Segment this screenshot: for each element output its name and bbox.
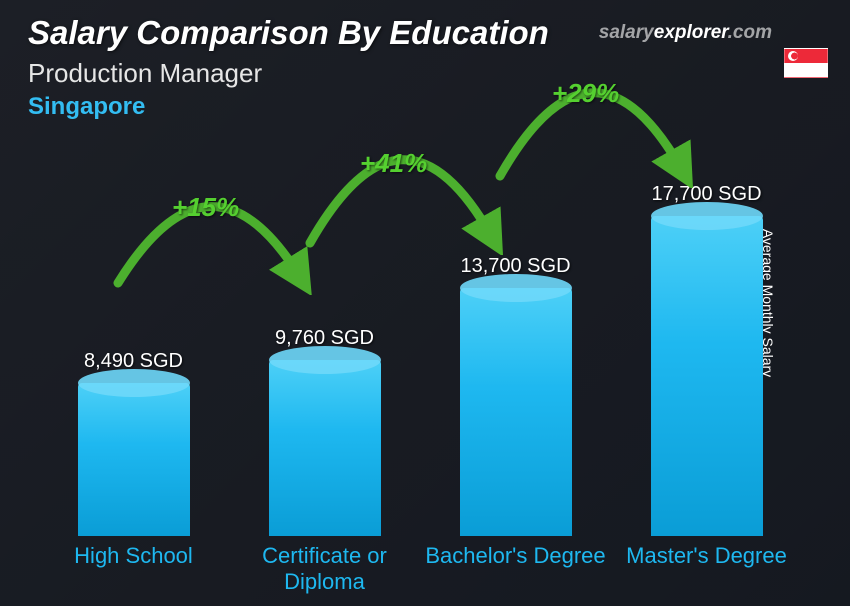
bar-group: 8,490 SGD (38, 350, 229, 536)
category-label: Certificate or Diploma (229, 543, 420, 594)
bar-group: 9,760 SGD (229, 327, 420, 536)
flag-icon (784, 48, 828, 78)
category-label: High School (38, 543, 229, 594)
increase-label: +29% (552, 78, 619, 109)
bar-group: 13,700 SGD (420, 255, 611, 536)
subtitle: Production Manager (28, 58, 822, 89)
watermark-main: explorer (654, 22, 728, 43)
location: Singapore (28, 93, 822, 121)
bar (269, 360, 381, 536)
increase-label: +15% (172, 192, 239, 223)
watermark: salaryexplorer.com (599, 22, 772, 44)
chart-area: 8,490 SGD9,760 SGD13,700 SGD17,700 SGD (38, 140, 802, 536)
watermark-prefix: salary (599, 22, 654, 43)
bar (651, 216, 763, 536)
category-label: Bachelor's Degree (420, 543, 611, 594)
watermark-suffix: .com (728, 22, 772, 43)
categories: High SchoolCertificate or DiplomaBachelo… (38, 543, 802, 594)
bar (460, 288, 572, 536)
bar-group: 17,700 SGD (611, 183, 802, 536)
category-label: Master's Degree (611, 543, 802, 594)
bar (78, 383, 190, 536)
increase-label: +41% (360, 148, 427, 179)
